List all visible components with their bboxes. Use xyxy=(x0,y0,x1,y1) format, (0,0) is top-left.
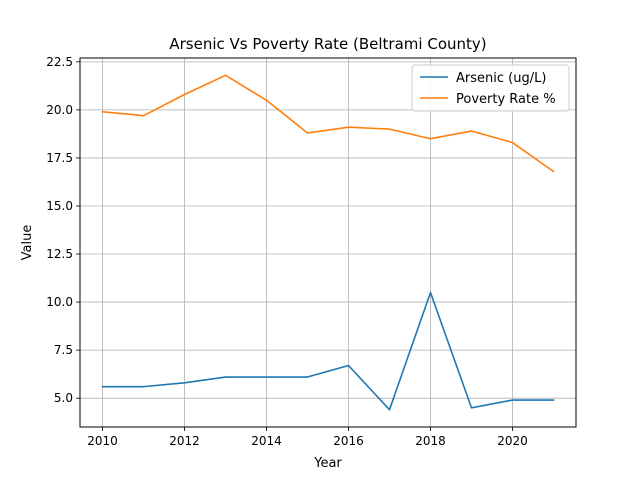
y-axis-ticks: 5.0 7.5 10.0 12.5 15.0 17.5 20.0 22.5 xyxy=(46,55,80,405)
plot-frame xyxy=(79,57,577,428)
grid-lines xyxy=(80,58,576,427)
y-axis-label: Value xyxy=(20,225,35,261)
legend-label-1: Poverty Rate % xyxy=(456,92,556,107)
y-tick-label: 22.5 xyxy=(46,55,73,69)
x-tick-label: 2016 xyxy=(333,434,364,448)
y-tick-label: 12.5 xyxy=(46,247,73,261)
chart-title: Arsenic Vs Poverty Rate (Beltrami County… xyxy=(169,35,486,53)
series-line-0 xyxy=(101,291,555,411)
y-tick-label: 10.0 xyxy=(46,295,73,309)
x-axis-label: Year xyxy=(313,456,342,471)
x-tick-label: 2014 xyxy=(251,434,282,448)
series-lines xyxy=(101,74,555,411)
x-tick-label: 2010 xyxy=(87,434,118,448)
y-tick-label: 15.0 xyxy=(46,199,73,213)
legend-box xyxy=(411,64,570,112)
y-tick-label: 17.5 xyxy=(46,151,73,165)
y-tick-label: 20.0 xyxy=(46,103,73,117)
y-tick-label: 5.0 xyxy=(54,391,73,405)
series-line-1 xyxy=(101,74,555,173)
x-tick-label: 2012 xyxy=(169,434,200,448)
x-axis-ticks: 2010 2012 2014 2016 2018 2020 xyxy=(87,427,528,448)
legend: Arsenic (ug/L) Poverty Rate % xyxy=(411,64,570,112)
legend-label-0: Arsenic (ug/L) xyxy=(456,71,546,86)
y-tick-label: 7.5 xyxy=(54,343,73,357)
x-tick-label: 2018 xyxy=(415,434,446,448)
x-tick-label: 2020 xyxy=(497,434,528,448)
